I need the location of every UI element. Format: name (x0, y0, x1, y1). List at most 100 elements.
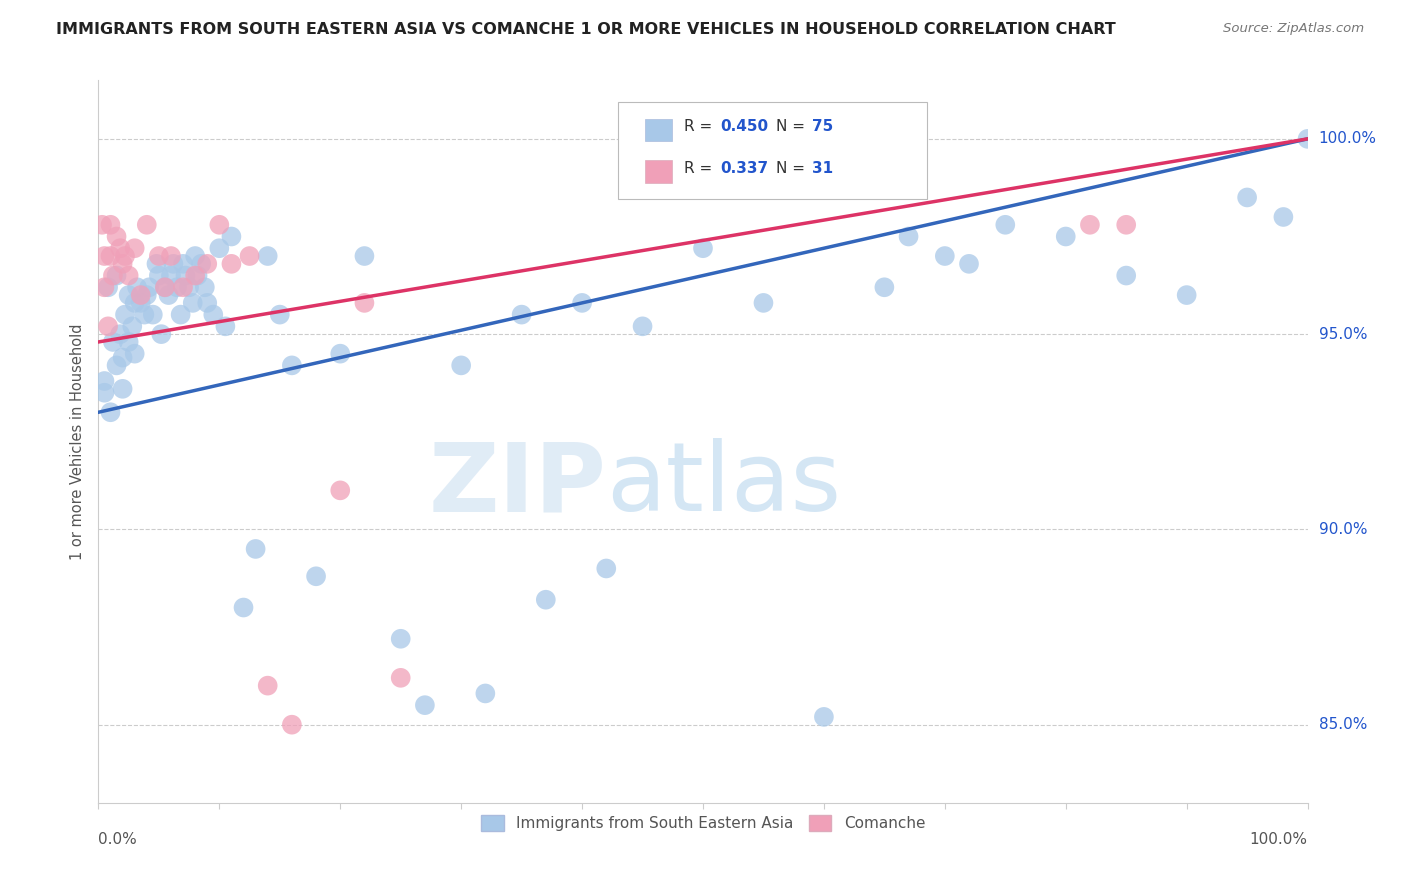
Point (108, 327, 131, 342)
Point (256, 679, 278, 693)
Point (934, 249, 956, 263)
Point (221, 257, 243, 271)
Point (100, 405, 122, 419)
Point (1175, 288, 1198, 302)
Point (100, 218, 122, 232)
Point (124, 346, 146, 360)
Point (111, 351, 134, 365)
Point (389, 671, 412, 685)
Point (129, 296, 152, 310)
Point (1115, 268, 1137, 283)
Point (105, 359, 128, 373)
Point (162, 257, 184, 271)
Point (752, 296, 775, 310)
Point (124, 241, 146, 255)
Point (160, 249, 183, 263)
Point (118, 268, 141, 283)
Point (91, 218, 114, 232)
Point (353, 296, 375, 310)
Point (957, 257, 980, 271)
Point (114, 308, 136, 322)
Point (101, 268, 124, 283)
Point (169, 308, 191, 322)
Point (692, 241, 714, 255)
Text: 31: 31 (811, 161, 832, 176)
Point (413, 698, 436, 713)
Point (150, 327, 173, 342)
Point (121, 319, 143, 334)
Point (184, 268, 207, 283)
Point (256, 249, 278, 263)
Legend: Immigrants from South Eastern Asia, Comanche: Immigrants from South Eastern Asia, Coma… (474, 807, 932, 838)
Text: ZIP: ZIP (429, 438, 606, 532)
Point (1296, 132, 1319, 146)
Point (281, 359, 304, 373)
Point (184, 249, 207, 263)
Text: atlas: atlas (606, 438, 841, 532)
Point (157, 288, 180, 302)
Point (174, 268, 197, 283)
Point (93, 385, 115, 400)
Point (148, 249, 170, 263)
Point (100, 249, 122, 263)
Text: 75: 75 (811, 120, 834, 134)
Text: 0.450: 0.450 (720, 120, 768, 134)
Text: 0.0%: 0.0% (98, 831, 138, 847)
Point (474, 686, 496, 700)
Point (1236, 190, 1258, 204)
Point (269, 308, 291, 322)
Point (245, 541, 267, 556)
Point (108, 241, 131, 255)
Point (1272, 210, 1295, 224)
Text: N =: N = (776, 120, 810, 134)
Point (93, 249, 115, 263)
Point (534, 592, 557, 607)
Point (329, 346, 352, 360)
Point (195, 257, 218, 271)
Point (93, 280, 115, 294)
Point (153, 280, 176, 294)
Point (148, 268, 170, 283)
Point (111, 382, 134, 396)
Point (118, 288, 141, 302)
Point (813, 710, 835, 724)
Point (129, 288, 152, 302)
Point (232, 600, 254, 615)
Point (873, 280, 896, 294)
Point (111, 257, 134, 271)
Y-axis label: 1 or more Vehicles in Household: 1 or more Vehicles in Household (70, 323, 86, 560)
FancyBboxPatch shape (645, 119, 672, 141)
Text: N =: N = (776, 161, 810, 176)
Point (214, 319, 236, 334)
Point (1115, 218, 1137, 232)
Point (194, 280, 217, 294)
Point (145, 257, 167, 271)
Point (571, 296, 593, 310)
Point (118, 334, 141, 349)
Text: 90.0%: 90.0% (1319, 522, 1367, 537)
Point (631, 319, 654, 334)
Text: R =: R = (683, 161, 717, 176)
Point (105, 229, 128, 244)
Point (114, 249, 136, 263)
Point (138, 280, 160, 294)
Point (305, 569, 328, 583)
Point (389, 632, 412, 646)
Point (172, 257, 194, 271)
Point (160, 268, 183, 283)
Point (281, 717, 304, 731)
Point (135, 218, 157, 232)
Text: IMMIGRANTS FROM SOUTH EASTERN ASIA VS COMANCHE 1 OR MORE VEHICLES IN HOUSEHOLD C: IMMIGRANTS FROM SOUTH EASTERN ASIA VS CO… (56, 22, 1116, 37)
Point (208, 218, 231, 232)
Point (1054, 229, 1077, 244)
Point (221, 229, 243, 244)
Point (179, 280, 201, 294)
Point (142, 308, 165, 322)
Point (329, 483, 352, 498)
Point (97, 319, 120, 334)
Point (1078, 218, 1101, 232)
Text: Source: ZipAtlas.com: Source: ZipAtlas.com (1223, 22, 1364, 36)
Text: R =: R = (683, 120, 717, 134)
Text: 100.0%: 100.0% (1319, 131, 1376, 146)
Point (450, 359, 472, 373)
